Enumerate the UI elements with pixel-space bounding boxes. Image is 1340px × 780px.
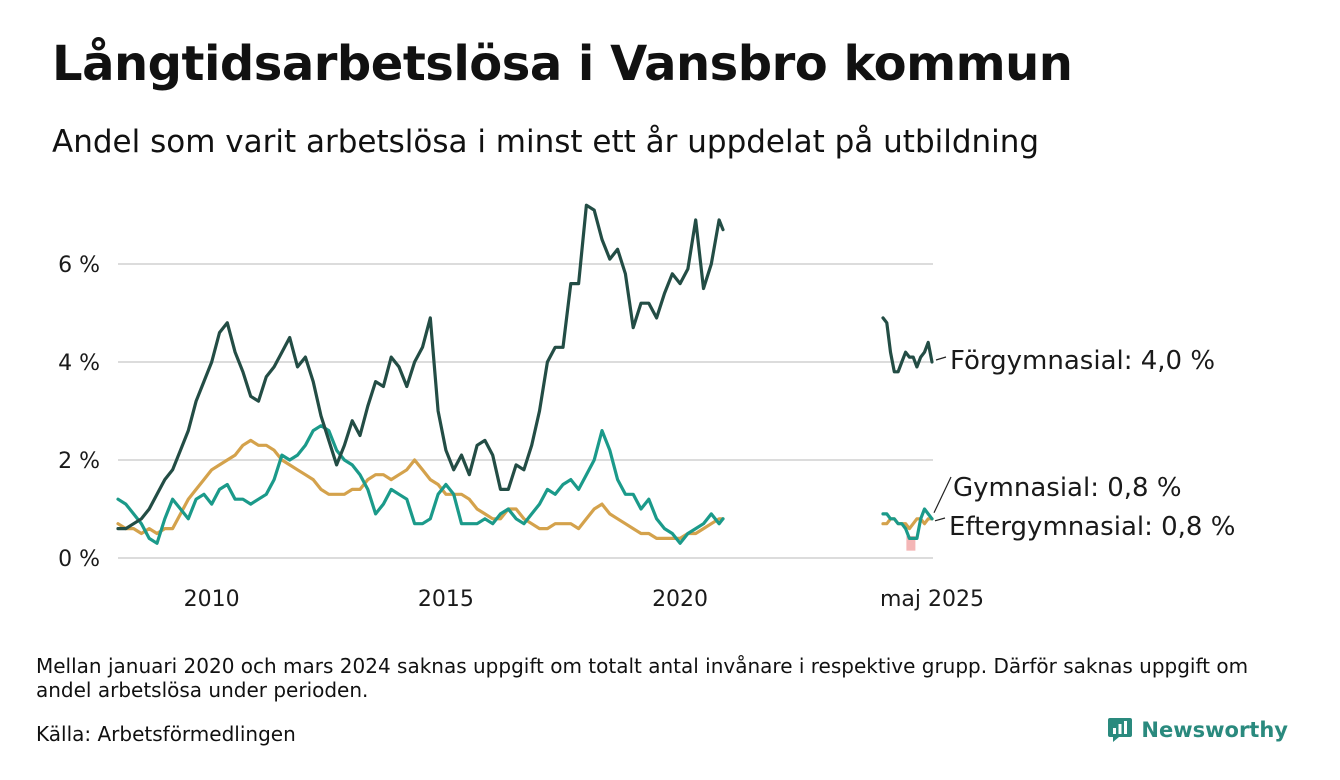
y-tick-label: 0 % (58, 547, 100, 572)
series-line-gymnasial (881, 507, 934, 540)
end-label-leader (933, 476, 952, 514)
brand-logo: Newsworthy (1107, 716, 1288, 744)
latest-marker-bar (906, 535, 916, 551)
end-label-eftergymnasial: Eftergymnasial: 0,8 % (949, 512, 1235, 542)
y-tick-label: 6 % (58, 253, 100, 278)
x-axis-ticks: 2010 2015 2020 maj 2025 (184, 587, 984, 612)
end-label-gymnasial: Gymnasial: 0,8 % (953, 473, 1182, 503)
series-lines (116, 203, 934, 545)
x-tick-label: 2015 (418, 587, 474, 612)
y-tick-label: 4 % (58, 351, 100, 376)
series-line-eftergymnasial (116, 438, 725, 540)
end-labels: Förgymnasial: 4,0 % Gymnasial: 0,8 % Efter… (933, 346, 1235, 542)
source-text: Källa: Arbetsförmedlingen (36, 722, 296, 746)
chart-subtitle: Andel som varit arbetslösa i minst ett å… (52, 124, 1040, 160)
x-tick-label: 2020 (652, 587, 708, 612)
end-label-förgymnasial: Förgymnasial: 4,0 % (950, 346, 1215, 376)
series-line-gymnasial (116, 424, 725, 545)
series-line-förgymnasial (881, 316, 934, 374)
brand-name: Newsworthy (1141, 718, 1288, 742)
end-label-leader (934, 517, 946, 522)
y-axis-ticks: 0 % 2 % 4 % 6 % (58, 253, 100, 572)
chart-title: Långtidsarbetslösa i Vansbro kommun (52, 36, 1073, 92)
line-chart: 0 % 2 % 4 % 6 % 2010 2015 2020 maj 2025 Förgym… (58, 203, 1235, 612)
grid-lines (118, 263, 933, 559)
y-tick-label: 2 % (58, 449, 100, 474)
end-label-leader (935, 356, 947, 361)
series-line-förgymnasial (116, 203, 725, 531)
newsworthy-icon (1108, 718, 1133, 742)
latest-marker (906, 535, 916, 551)
x-tick-label: maj 2025 (880, 587, 984, 612)
x-tick-label: 2010 (184, 587, 240, 612)
footnote: Mellan januari 2020 och mars 2024 saknas… (36, 654, 1249, 702)
